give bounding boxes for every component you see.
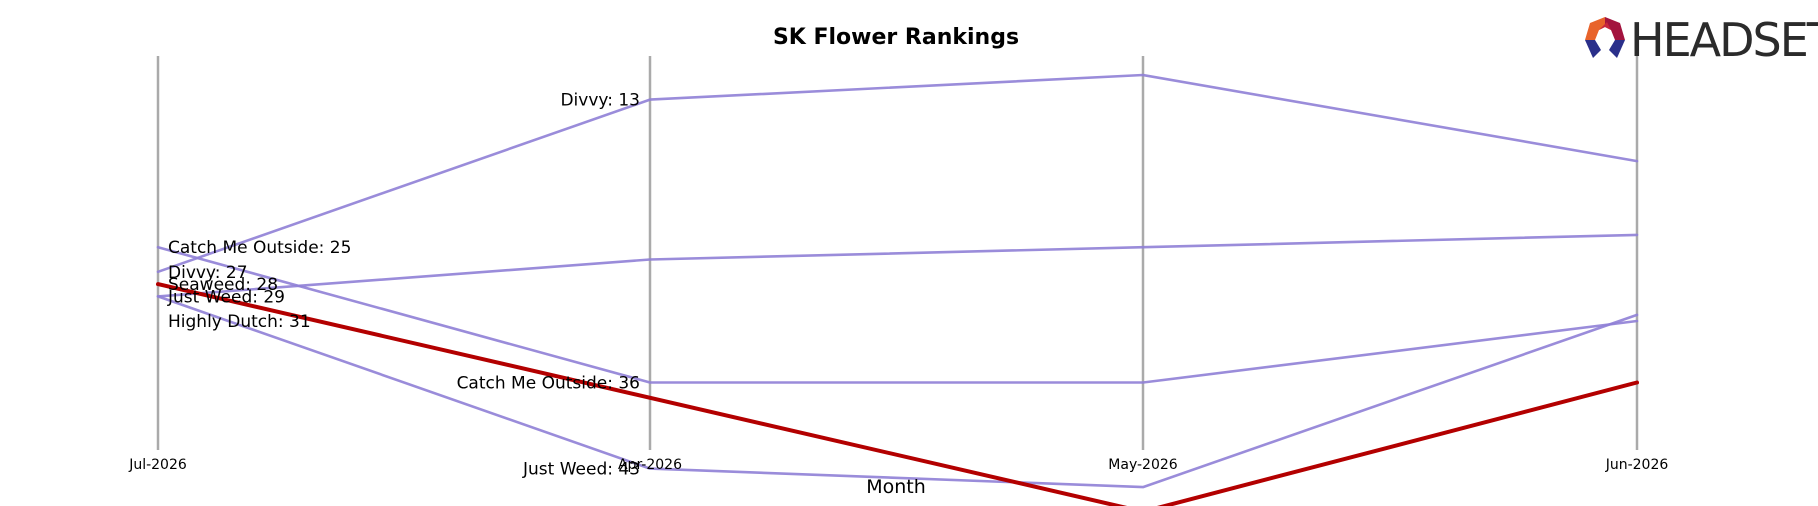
x-tick-jul-2026: Jul-2026 (128, 457, 187, 473)
series-lines (156, 73, 1639, 506)
point-label: Just Weed: 29 (167, 287, 285, 307)
series-line-catch-me-outside (156, 245, 1639, 384)
point-label: Catch Me Outside: 36 (457, 374, 640, 394)
x-tick-jun-2026: Jun-2026 (1605, 457, 1669, 473)
point-label: Just Weed: 43 (522, 460, 640, 480)
x-tick-may-2026: May-2026 (1108, 457, 1177, 473)
headset-logo-text: HEADSET (1630, 13, 1818, 67)
series-line-divvy (156, 73, 1639, 274)
point-label: Divvy: 13 (560, 91, 640, 111)
series-line-seaweed (156, 282, 1639, 506)
point-label: Divvy: 27 (168, 263, 248, 283)
x-axis-label: Month (866, 476, 926, 498)
x-tick-apr-2026: Apr-2026 (618, 457, 682, 473)
point-label: Catch Me Outside: 25 (168, 238, 351, 258)
chart-title: SK Flower Rankings (773, 25, 1019, 50)
point-label: Seaweed: 28 (168, 275, 278, 295)
series-line-highly-dutch (156, 233, 1639, 298)
headset-logo-icon (1585, 17, 1625, 58)
series-line-just-weed (156, 295, 1639, 489)
x-tick-labels: Jul-2026 Apr-2026 May-2026 Jun-2026 (128, 457, 1668, 473)
headset-logo: HEADSET (1585, 13, 1818, 67)
point-label: Highly Dutch: 31 (168, 312, 311, 332)
